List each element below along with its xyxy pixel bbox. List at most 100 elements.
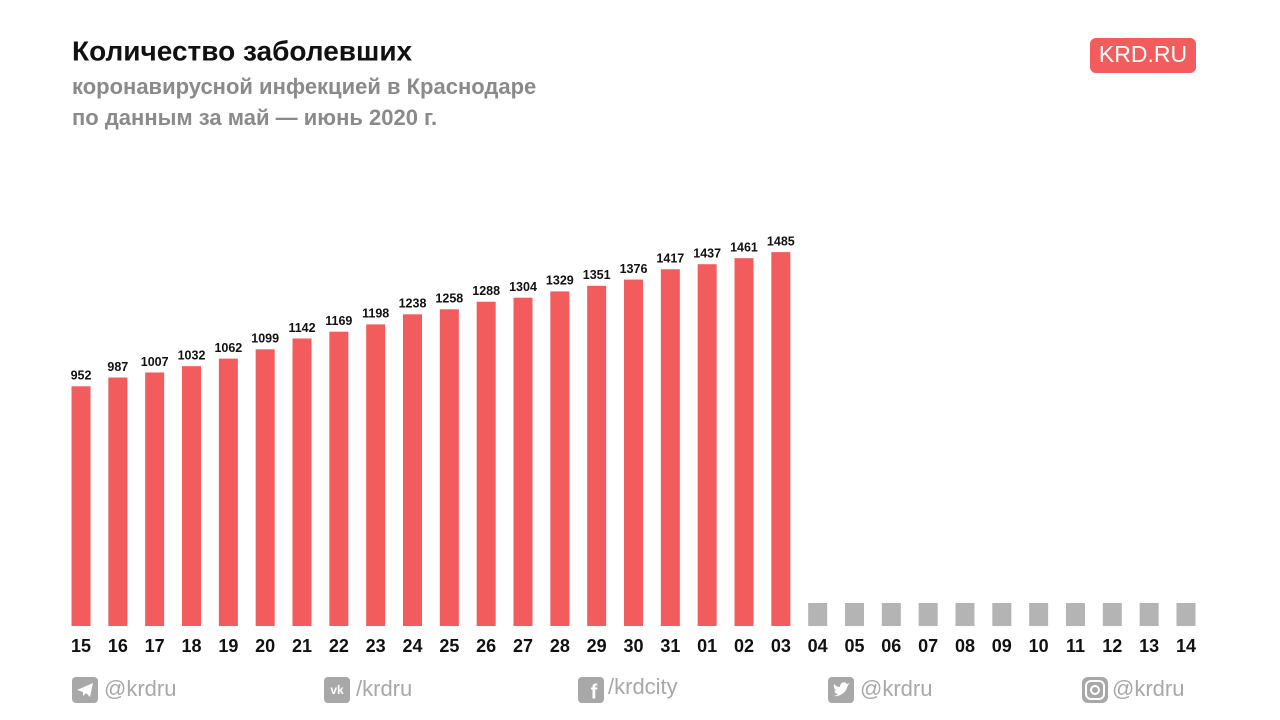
x-tick-label: 14 (1176, 636, 1196, 656)
empty-bar (1139, 603, 1159, 626)
vk-glyph: vk (330, 683, 344, 697)
chart-title: Количество заболевших (72, 35, 413, 66)
bar (71, 386, 91, 626)
x-tick-label: 22 (329, 636, 349, 656)
empty-bar (918, 603, 938, 626)
logo-badge (1090, 38, 1196, 73)
value-label: 987 (107, 360, 128, 374)
value-label: 1351 (583, 268, 611, 282)
empty-bar (1176, 603, 1196, 626)
value-label: 1437 (693, 247, 721, 261)
bar (476, 301, 496, 626)
x-tick-label: 07 (918, 636, 938, 656)
bar (660, 269, 680, 626)
x-tick-label: 27 (513, 636, 533, 656)
value-label: 1288 (472, 284, 500, 298)
value-label: 1198 (362, 307, 389, 321)
value-label: 1032 (178, 348, 206, 362)
empty-bar (1102, 603, 1122, 626)
bar (513, 297, 533, 626)
bar (734, 258, 754, 626)
bar (587, 285, 607, 626)
value-label: 1417 (656, 252, 684, 266)
x-tick-label: 09 (992, 636, 1012, 656)
value-label: 1461 (730, 240, 758, 254)
value-label: 1169 (325, 314, 352, 328)
x-tick-label: 19 (218, 636, 238, 656)
bar (771, 252, 791, 627)
x-tick-label: 21 (292, 636, 312, 656)
empty-bar (955, 603, 975, 626)
facebook-icon (578, 677, 604, 703)
instagram-icon (1082, 677, 1108, 703)
empty-bar (1065, 603, 1085, 626)
value-label: 1142 (288, 321, 315, 335)
subtitle: коронавирусной инфекцией в Краснодаре (72, 74, 536, 99)
instagram-glyph (1090, 685, 1100, 695)
telegram-glyph (77, 683, 93, 697)
instagram-glyph (1085, 680, 1105, 700)
bar (439, 309, 459, 626)
bar (255, 349, 275, 626)
x-tick-label: 30 (623, 636, 643, 656)
footer-handle: @krdru (1112, 676, 1184, 701)
vk-icon (324, 677, 350, 703)
footer-handle: @krdru (860, 676, 932, 701)
x-tick-label: 08 (955, 636, 975, 656)
x-tick-label: 04 (808, 636, 828, 656)
bar (145, 372, 165, 626)
subtitle: по данным за май — июнь 2020 г. (72, 105, 437, 130)
x-tick-label: 12 (1102, 636, 1122, 656)
value-label: 1258 (435, 292, 463, 306)
x-tick-label: 26 (476, 636, 496, 656)
x-tick-label: 28 (550, 636, 570, 656)
x-tick-label: 17 (145, 636, 165, 656)
twitter-glyph (833, 682, 850, 697)
bar (218, 358, 238, 626)
x-tick-label: 03 (771, 636, 791, 656)
bar (329, 331, 349, 626)
bar (292, 338, 312, 626)
footer-handle: @krdru (104, 676, 176, 701)
value-label: 1099 (251, 332, 279, 346)
value-label: 1238 (399, 297, 427, 311)
empty-bar (808, 603, 828, 626)
bar (624, 279, 643, 626)
logo: KRD.RU (1099, 41, 1187, 67)
empty-bar (1029, 603, 1049, 626)
x-tick-label: 01 (697, 636, 717, 656)
bar (108, 377, 128, 626)
value-label: 1062 (214, 341, 242, 355)
empty-bar (881, 603, 901, 626)
bar (182, 366, 202, 626)
x-tick-label: 23 (366, 636, 386, 656)
bar (403, 314, 423, 626)
x-tick-label: 18 (181, 636, 201, 656)
value-label: 1376 (620, 262, 648, 276)
bar (550, 291, 570, 626)
x-tick-label: 29 (587, 636, 607, 656)
value-label: 1304 (509, 280, 537, 294)
footer-handle: /krdru (356, 676, 412, 701)
bar (697, 264, 717, 626)
x-tick-label: 20 (255, 636, 275, 656)
footer-icons: vk f (72, 677, 1108, 703)
x-tick-label: 13 (1139, 636, 1159, 656)
x-tick-label: 15 (71, 636, 91, 656)
x-tick-label: 06 (881, 636, 901, 656)
footer-handle: /krdcity (608, 674, 678, 699)
value-label: 1007 (141, 355, 169, 369)
x-tick-label: 25 (439, 636, 459, 656)
bar (366, 324, 386, 626)
x-tick-label: 10 (1029, 636, 1049, 656)
facebook-glyph: f (591, 681, 598, 703)
value-label: 1485 (767, 234, 795, 248)
x-tick-label: 24 (402, 636, 422, 656)
value-label: 952 (71, 369, 92, 383)
x-tick-label: 02 (734, 636, 754, 656)
x-tick-label: 11 (1066, 636, 1085, 656)
empty-bar (992, 603, 1012, 626)
empty-bar (844, 603, 864, 626)
x-tick-label: 31 (660, 636, 680, 656)
